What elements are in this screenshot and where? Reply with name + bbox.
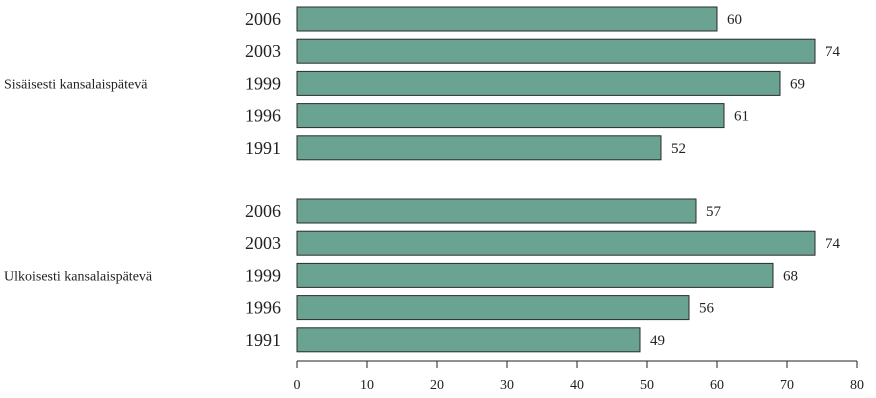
year-label: 1996 [245, 106, 281, 126]
value-label: 57 [706, 204, 722, 220]
bar [296, 135, 662, 161]
x-tick-label: 80 [850, 378, 864, 393]
group-label: Sisäisesti kansalaispätevä [4, 77, 148, 92]
year-label: 1999 [245, 73, 281, 93]
bar-group-1: Sisäisesti kansalaispätevä 2006 60 2003 74 19… [4, 6, 841, 161]
value-label: 61 [734, 109, 749, 125]
year-label: 2003 [245, 233, 281, 253]
x-tick-label: 60 [710, 378, 724, 393]
bar [296, 6, 718, 32]
x-tick-label: 50 [640, 378, 654, 393]
year-label: 1991 [245, 330, 281, 350]
value-label: 74 [825, 44, 841, 60]
x-tick-label: 0 [294, 378, 301, 393]
value-label: 52 [671, 141, 686, 157]
x-tick-label: 10 [360, 378, 374, 393]
value-label: 68 [783, 268, 798, 284]
bar [296, 198, 697, 224]
x-tick-label: 70 [780, 378, 794, 393]
x-tick-label: 40 [570, 378, 584, 393]
x-axis: 0 10 20 30 40 50 60 70 80 [294, 360, 864, 393]
x-tick-label: 30 [500, 378, 514, 393]
bar [296, 103, 725, 129]
bar [296, 70, 781, 96]
bar-group-2: Ulkoisesti kansalaispätevä 2006 57 2003 74 19… [4, 198, 841, 353]
group-label: Ulkoisesti kansalaispätevä [4, 269, 153, 284]
bar [296, 262, 774, 288]
bar-groups: Sisäisesti kansalaispätevä 2006 60 2003 74 19… [4, 6, 841, 353]
year-label: 2006 [245, 9, 281, 29]
value-label: 74 [825, 236, 841, 252]
value-label: 56 [699, 301, 715, 317]
year-label: 1999 [245, 265, 281, 285]
value-label: 60 [727, 12, 742, 28]
year-label: 2003 [245, 41, 281, 61]
bar [296, 230, 816, 256]
bar [296, 295, 690, 321]
x-tick-label: 20 [430, 378, 444, 393]
year-label: 1991 [245, 138, 281, 158]
value-label: 69 [790, 76, 805, 92]
bar [296, 327, 641, 353]
value-label: 49 [650, 333, 665, 349]
bar [296, 38, 816, 64]
year-label: 2006 [245, 201, 281, 221]
year-label: 1996 [245, 298, 281, 318]
